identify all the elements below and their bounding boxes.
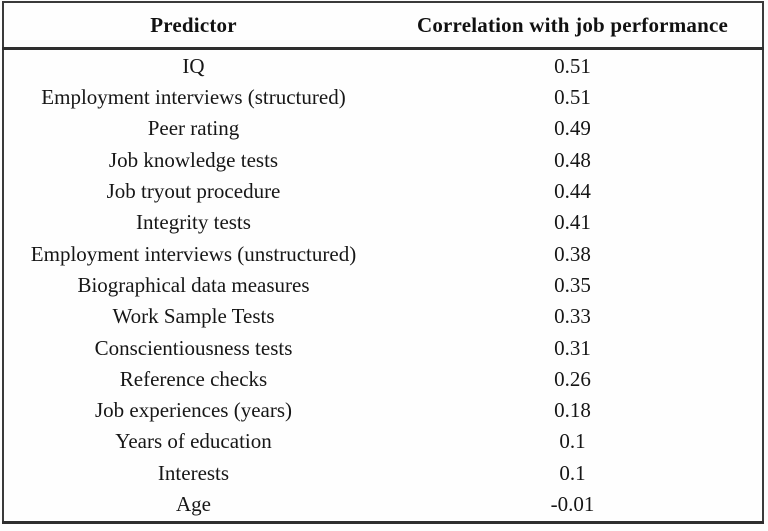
correlation-cell: 0.51 xyxy=(554,53,591,78)
table-row: Reference checks 0.26 xyxy=(3,364,763,395)
correlation-cell: 0.18 xyxy=(554,398,591,423)
correlation-cell: 0.1 xyxy=(559,460,586,485)
predictor-cell: Job experiences (years) xyxy=(94,398,293,423)
table-row: Conscientiousness tests 0.31 xyxy=(3,332,763,363)
table-row: Work Sample Tests 0.33 xyxy=(3,301,763,332)
predictor-cell: Peer rating xyxy=(147,116,240,141)
correlation-cell: 0.48 xyxy=(554,147,591,172)
predictor-cell: IQ xyxy=(182,53,205,78)
predictor-cell: Job knowledge tests xyxy=(108,147,279,172)
predictor-cell: Integrity tests xyxy=(136,210,251,235)
correlation-cell: 0.26 xyxy=(554,366,591,391)
table-row: Job experiences (years) 0.18 xyxy=(3,395,763,426)
table-row: Job knowledge tests 0.48 xyxy=(3,145,763,176)
predictor-cell: Age xyxy=(176,492,211,517)
table-body: IQ 0.51 Employment interviews (structure… xyxy=(3,49,763,523)
correlation-cell: 0.44 xyxy=(554,179,591,204)
table-row: IQ 0.51 xyxy=(3,49,763,83)
correlation-cell: 0.31 xyxy=(554,335,591,360)
predictor-cell: Biographical data measures xyxy=(77,272,310,297)
table-row: Integrity tests 0.41 xyxy=(3,207,763,238)
predictor-cell: Interests xyxy=(157,460,230,485)
predictor-cell: Years of education xyxy=(115,429,272,454)
predictor-cell: Job tryout procedure xyxy=(106,179,281,204)
table-row: Employment interviews (structured) 0.51 xyxy=(3,82,763,113)
correlation-cell: 0.49 xyxy=(554,116,591,141)
correlation-cell: 0.35 xyxy=(554,272,591,297)
predictor-cell: Reference checks xyxy=(119,366,268,391)
correlation-cell: 0.33 xyxy=(554,304,591,329)
header-row: Predictor Correlation with job performan… xyxy=(3,2,763,50)
correlation-cell: 0.51 xyxy=(554,85,591,110)
correlation-cell: 0.38 xyxy=(554,241,591,266)
table-row: Interests 0.1 xyxy=(3,458,763,489)
predictor-cell: Conscientiousness tests xyxy=(94,335,293,360)
column-header-predictor: Predictor xyxy=(3,2,383,50)
predictor-cell: Employment interviews (unstructured) xyxy=(30,241,357,266)
predictor-cell: Employment interviews (structured) xyxy=(41,85,346,110)
table-row: Job tryout procedure 0.44 xyxy=(3,176,763,207)
table-header: Predictor Correlation with job performan… xyxy=(3,2,763,50)
table-row: Age -0.01 xyxy=(3,489,763,523)
predictor-cell: Work Sample Tests xyxy=(112,304,275,329)
correlation-cell: 0.1 xyxy=(559,429,586,454)
correlation-table: Predictor Correlation with job performan… xyxy=(2,1,764,524)
table-row: Years of education 0.1 xyxy=(3,426,763,457)
table-row: Peer rating 0.49 xyxy=(3,113,763,144)
correlation-cell: 0.41 xyxy=(554,210,591,235)
table-row: Employment interviews (unstructured) 0.3… xyxy=(3,239,763,270)
table-row: Biographical data measures 0.35 xyxy=(3,270,763,301)
correlation-cell: -0.01 xyxy=(550,492,595,517)
column-header-correlation: Correlation with job performance xyxy=(383,2,763,50)
